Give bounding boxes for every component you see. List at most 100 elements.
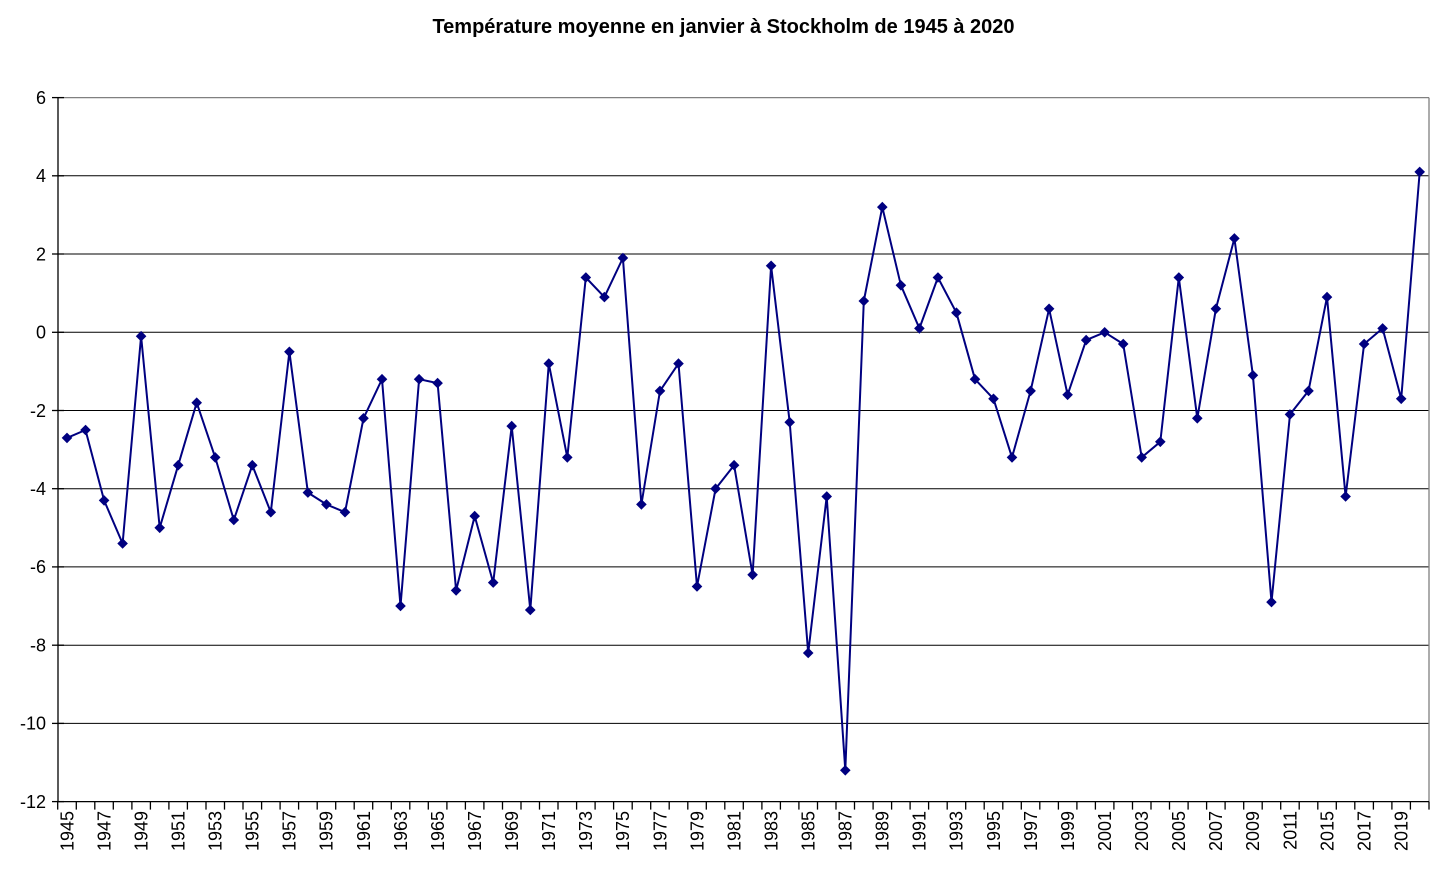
y-tick-label: -10	[20, 714, 46, 734]
x-tick-label: 2019	[1392, 811, 1412, 851]
x-tick-label: 1985	[799, 811, 819, 851]
y-tick-label: -12	[20, 792, 46, 812]
data-point	[914, 323, 925, 334]
x-tick-label: 2005	[1169, 811, 1189, 851]
series	[66, 171, 1421, 772]
data-point	[710, 483, 721, 495]
data-point	[599, 291, 610, 303]
x-tick-label: 2017	[1354, 811, 1374, 851]
data-point	[1247, 369, 1259, 381]
data-point	[1154, 436, 1166, 448]
data-point	[469, 510, 481, 522]
data-point	[580, 272, 592, 283]
x-tick-label: 1999	[1058, 811, 1078, 851]
data-point	[228, 514, 240, 526]
data-point	[691, 581, 703, 592]
data-point	[358, 412, 369, 424]
data-point	[1358, 338, 1370, 350]
y-tick-label: -6	[30, 557, 46, 577]
x-tick-label: 1989	[873, 811, 893, 851]
axes	[57, 97, 1429, 803]
x-tick-label: 1959	[317, 811, 337, 851]
data-point	[876, 201, 888, 213]
data-point	[450, 585, 462, 596]
x-tick-label: 1951	[169, 811, 189, 851]
y-tick-label: 4	[36, 166, 46, 186]
x-tick-label: 1949	[131, 811, 151, 851]
x-tick-label: 1997	[1021, 811, 1041, 851]
data-point	[673, 358, 684, 369]
data-point	[413, 373, 425, 385]
data-point	[80, 424, 91, 436]
data-point	[1266, 596, 1277, 608]
data-point	[802, 647, 814, 659]
x-tick-label: 2003	[1132, 811, 1152, 851]
x-tick-label: 1981	[724, 811, 744, 851]
x-tick-label: 1961	[354, 811, 374, 851]
data-point	[395, 600, 406, 612]
x-tick-label: 1947	[94, 811, 114, 851]
data-point	[617, 252, 629, 264]
y-tick-label: -2	[30, 401, 46, 421]
data-point	[1136, 452, 1148, 463]
data-point	[1340, 491, 1351, 502]
series-markers	[61, 166, 1426, 776]
x-tick-label: 1965	[428, 811, 448, 851]
data-point	[1303, 385, 1314, 397]
plot-border	[58, 96, 1430, 802]
data-point	[728, 459, 740, 471]
data-point	[932, 272, 944, 283]
x-axis-labels: 1945 1947 1949 1951 1953 1955 1957 1959 1961 1963…	[57, 811, 1411, 851]
data-point	[432, 377, 443, 389]
x-tick-label: 1969	[502, 811, 522, 851]
x-tick-label: 1945	[57, 811, 77, 851]
x-tick-label: 1953	[206, 811, 226, 851]
data-point	[284, 346, 295, 358]
y-tick-label: -4	[30, 479, 46, 499]
data-point	[265, 506, 277, 518]
data-point	[1099, 326, 1111, 338]
x-tick-label: 1987	[836, 811, 856, 851]
data-point	[487, 577, 499, 588]
y-tick-label: -8	[30, 636, 46, 656]
data-point	[1395, 393, 1407, 405]
data-point	[951, 307, 962, 319]
chart-title: Température moyenne en janvier à Stockho…	[432, 16, 1015, 38]
data-point	[765, 260, 777, 272]
data-point	[988, 393, 999, 405]
gridlines	[58, 175, 1429, 724]
data-point	[1284, 409, 1296, 420]
data-point	[561, 452, 573, 463]
x-tick-label: 1975	[613, 811, 633, 851]
x-tick-label: 2011	[1280, 811, 1300, 850]
data-point	[543, 358, 555, 369]
x-tick-label: 1967	[465, 811, 485, 851]
x-tick-label: 2007	[1206, 811, 1226, 851]
data-point	[1117, 338, 1129, 350]
series-line	[66, 171, 1421, 772]
data-point	[636, 499, 647, 510]
data-point	[1414, 166, 1426, 178]
data-point	[339, 506, 351, 518]
x-tick-label: 1993	[947, 811, 967, 851]
data-point	[1377, 323, 1388, 334]
data-point	[1006, 452, 1018, 463]
data-point	[839, 764, 851, 776]
data-point	[321, 499, 332, 510]
y-tick-label: 0	[36, 323, 46, 343]
data-point	[1173, 272, 1185, 283]
data-point	[302, 487, 314, 498]
x-axis-ticks	[57, 801, 1430, 810]
x-tick-label: 1971	[539, 811, 559, 851]
data-point	[376, 373, 388, 385]
data-point	[135, 330, 147, 342]
data-point	[654, 385, 666, 397]
data-point	[1080, 334, 1092, 346]
x-tick-label: 1995	[984, 811, 1004, 851]
data-point	[1043, 303, 1055, 315]
data-point	[209, 452, 221, 463]
x-tick-label: 2001	[1095, 811, 1115, 851]
data-point	[191, 397, 203, 409]
y-axis-labels: 6 4 2 0 -2 -4 -6 -8 -10 -12	[20, 88, 46, 812]
